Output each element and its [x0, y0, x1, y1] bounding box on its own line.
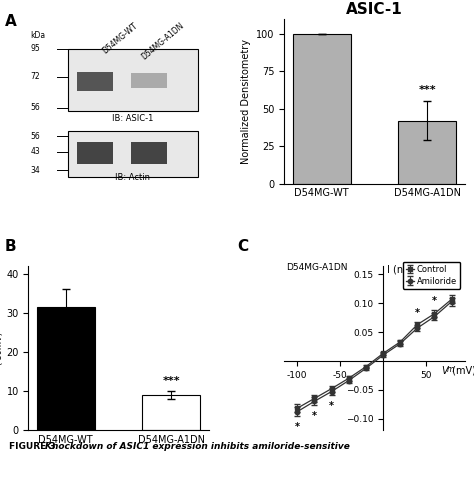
Y-axis label: Normalized Densitometry: Normalized Densitometry — [241, 39, 251, 164]
Text: *: * — [312, 411, 317, 421]
Text: D54MG-A1DN: D54MG-A1DN — [140, 21, 186, 61]
Text: *: * — [432, 296, 437, 306]
Text: kDa: kDa — [30, 31, 46, 40]
Bar — [36, 307, 95, 430]
Title: ASIC-1: ASIC-1 — [346, 1, 403, 17]
Bar — [292, 34, 351, 184]
Text: *: * — [449, 281, 454, 291]
Bar — [77, 72, 113, 91]
Legend: Control, Amiloride: Control, Amiloride — [402, 262, 460, 289]
Bar — [142, 395, 201, 430]
Text: I (nA): I (nA) — [387, 264, 414, 274]
Text: B: B — [5, 239, 17, 254]
Text: 95: 95 — [30, 44, 40, 53]
Bar — [398, 121, 456, 184]
Bar — [77, 142, 113, 164]
Text: IB: Actin: IB: Actin — [116, 173, 150, 182]
Text: 56: 56 — [30, 132, 40, 141]
Bar — [131, 142, 167, 164]
Text: 72: 72 — [30, 72, 40, 81]
Text: A: A — [5, 14, 17, 29]
Text: ***: *** — [163, 376, 180, 386]
Text: C: C — [237, 239, 248, 254]
Text: FIGURE 3: FIGURE 3 — [9, 442, 56, 451]
Text: *: * — [415, 308, 420, 318]
Text: *: * — [295, 422, 300, 432]
Text: (mV): (mV) — [449, 366, 474, 376]
Text: 43: 43 — [30, 147, 40, 156]
Text: 34: 34 — [30, 165, 40, 174]
Text: IB: ASIC-1: IB: ASIC-1 — [112, 115, 154, 123]
Text: D54MG-WT: D54MG-WT — [100, 21, 139, 55]
Text: V: V — [441, 366, 448, 376]
Text: ***: *** — [419, 86, 436, 95]
Text: m: m — [447, 365, 454, 374]
Bar — [68, 131, 198, 177]
Text: *: * — [329, 401, 334, 411]
Text: D54MG-A1DN: D54MG-A1DN — [286, 262, 347, 272]
Text: 56: 56 — [30, 103, 40, 112]
Bar — [131, 74, 167, 88]
Y-axis label: Amiloride Sensitive Current (% basal)
(-80mV): Amiloride Sensitive Current (% basal) (-… — [0, 269, 4, 427]
Bar — [68, 49, 198, 111]
Text: Knockdown of ASIC1 expression inhibits amiloride-sensitive: Knockdown of ASIC1 expression inhibits a… — [45, 442, 350, 451]
